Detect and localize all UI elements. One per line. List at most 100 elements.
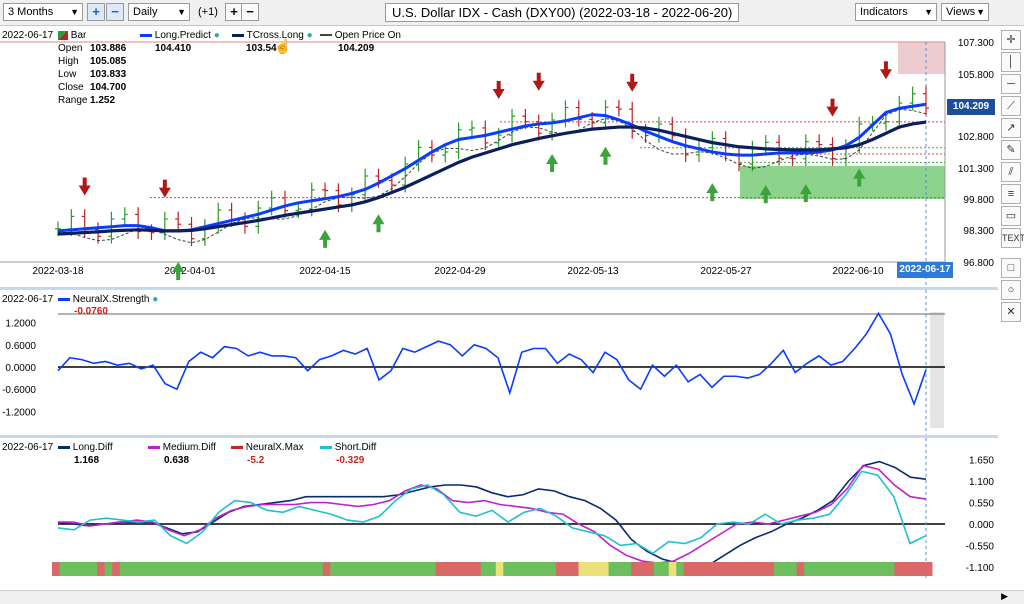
scroll-track: [930, 312, 944, 428]
price-chart[interactable]: 107.300 105.800 102.800 101.300 99.800 98.300…: [0, 26, 998, 286]
signal-strip-cell: [187, 562, 196, 576]
views-label: Views: [946, 6, 976, 18]
chart-title[interactable]: U.S. Dollar IDX - Cash (DXY00) (2022-03-…: [385, 3, 740, 22]
indicators-button[interactable]: Indicators ▼: [855, 3, 937, 21]
signal-strip-cell: [330, 562, 339, 576]
chevron-down-icon: ▼: [976, 7, 985, 17]
buy-arrow-icon: [759, 185, 772, 196]
period-select[interactable]: 3 Months ▼: [3, 3, 83, 21]
signal-strip-cell: [743, 562, 752, 576]
price-date: 2022-06-17: [2, 30, 54, 41]
x-tick-label: 2022-04-15: [299, 266, 351, 277]
signal-strip-cell: [74, 562, 83, 576]
signal-strip-cell: [631, 562, 640, 576]
ray-tool-icon[interactable]: ↗: [1001, 118, 1021, 138]
diff-chart[interactable]: 1.650 1.100 0.550 0.000 -0.550 -1.100: [0, 438, 998, 590]
signal-strip-cell: [112, 562, 121, 576]
panel-divider[interactable]: [0, 435, 998, 438]
legend-long-predict-name: Long.Predict: [154, 30, 211, 41]
legend-long-predict: Long.Predict ●: [140, 30, 220, 41]
price-panel: 107.300 105.800 102.800 101.300 99.800 98.300…: [0, 26, 998, 286]
ohlc-range-value: 1.252: [90, 95, 116, 106]
fibonacci-tool-icon[interactable]: ≡: [1001, 184, 1021, 204]
legend-series-name: Medium.Diff: [160, 442, 216, 453]
delete-drawings-icon[interactable]: ✕: [1001, 302, 1021, 322]
signal-strip-cell: [706, 562, 715, 576]
ohlc-close-key: Close: [58, 82, 84, 93]
signal-strip-cell: [774, 562, 783, 576]
pen-tool-icon[interactable]: ✎: [1001, 140, 1021, 160]
signal-strip-cell: [646, 562, 655, 576]
signal-strip-cell: [886, 562, 895, 576]
bar-label: Bar: [70, 30, 87, 41]
channel-tool-icon[interactable]: ⫽: [1001, 162, 1021, 182]
signal-strip-cell: [548, 562, 557, 576]
signal-strip-cell: [292, 562, 301, 576]
signal-strip-cell: [856, 562, 865, 576]
signal-strip-cell: [217, 562, 226, 576]
interval-select[interactable]: Daily ▼: [128, 3, 190, 21]
y-tick-label: 0.000: [969, 520, 994, 531]
legend-neuralx-strength-value: -0.0760: [74, 306, 108, 317]
panel-divider[interactable]: [0, 287, 998, 290]
remove-offset-button[interactable]: −: [241, 3, 259, 21]
signal-strip-cell: [127, 562, 136, 576]
buy-arrow-icon: [853, 168, 866, 179]
sell-arrow-icon: [879, 69, 892, 80]
bar-legend: Bar: [58, 30, 86, 41]
ellipse-tool-icon[interactable]: ○: [1001, 280, 1021, 300]
signal-strip-cell: [676, 562, 685, 576]
vertical-line-tool-icon[interactable]: │: [1001, 52, 1021, 72]
signal-strip-cell: [390, 562, 399, 576]
signal-strip-cell: [89, 562, 98, 576]
y-tick-label: 107.300: [958, 38, 995, 49]
ohlc-readout: Open 103.886 High 105.085 Low 103.833 Close…: [58, 42, 126, 107]
strength-chart[interactable]: 1.2000 0.6000 0.0000 -0.6000 -1.2000: [0, 290, 998, 435]
buy-arrow-icon: [599, 146, 612, 157]
signal-strip-cell: [458, 562, 467, 576]
sell-arrow-icon: [830, 98, 835, 108]
sell-arrow-icon: [826, 106, 839, 117]
crosshair-tool-icon[interactable]: ✛: [1001, 30, 1021, 50]
legend-series-value: 1.168: [74, 455, 100, 466]
series-line-tcross-long: [57, 120, 927, 236]
signal-strip-cell: [586, 562, 595, 576]
zoom-in-button[interactable]: +: [87, 3, 105, 21]
text-tool-icon[interactable]: TEXT: [1001, 228, 1024, 248]
signal-strip-cell: [465, 562, 474, 576]
signal-strip-cell: [616, 562, 625, 576]
sell-arrow-icon: [162, 179, 167, 189]
y-tick-label: 102.800: [958, 132, 995, 143]
legend-neuralx-max: NeuralX.Max: [231, 442, 304, 453]
views-button[interactable]: Views ▼: [941, 3, 989, 21]
legend-neuralx-strength: NeuralX.Strength ●: [58, 294, 158, 305]
zoom-out-button[interactable]: −: [106, 3, 124, 21]
signal-strip-cell: [435, 562, 444, 576]
bar-swatch-icon: [58, 30, 68, 40]
series-line-medium-diff: [58, 464, 927, 564]
signal-strip-cell: [367, 562, 376, 576]
signal-strip-cell: [495, 562, 504, 576]
signal-strip-cell: [638, 562, 647, 576]
callout-tool-icon[interactable]: ▭: [1001, 206, 1021, 226]
trendline-tool-icon[interactable]: ⟋: [1001, 96, 1021, 116]
scroll-right-icon[interactable]: ▶: [1001, 591, 1008, 601]
signal-strip-cell: [894, 562, 903, 576]
signal-strip-cell: [698, 562, 707, 576]
signal-strip-cell: [864, 562, 873, 576]
signal-strip-cell: [194, 562, 203, 576]
signal-strip-cell: [97, 562, 106, 576]
horizontal-line-tool-icon[interactable]: ─: [1001, 74, 1021, 94]
signal-strip-cell: [352, 562, 361, 576]
strength-date: 2022-06-17: [2, 294, 54, 305]
rectangle-tool-icon[interactable]: □: [1001, 258, 1021, 278]
ohlc-open: Open 103.886: [58, 42, 126, 55]
buy-arrow-icon: [323, 238, 328, 248]
legend-short-diff: Short.Diff: [320, 442, 376, 453]
signal-strip-cell: [834, 562, 843, 576]
signal-strip-cell: [285, 562, 294, 576]
line-swatch-icon: [58, 297, 70, 301]
buy-arrow-icon: [603, 155, 608, 165]
signal-strip-cell: [518, 562, 527, 576]
